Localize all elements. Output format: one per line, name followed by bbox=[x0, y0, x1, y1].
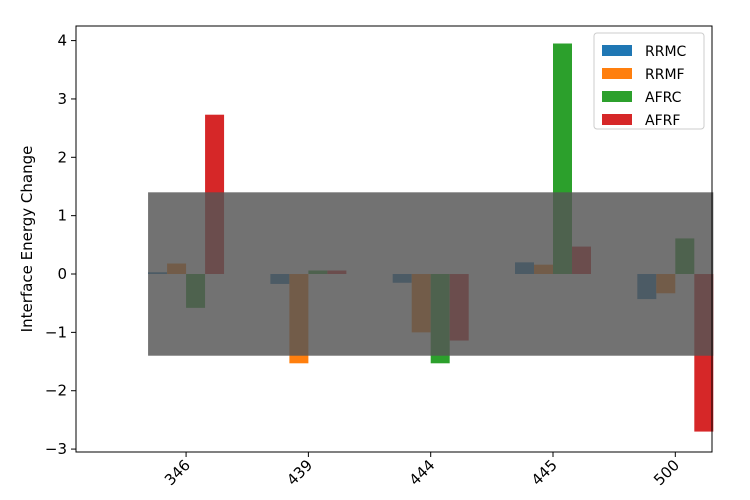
x-axis: 346 439 444 445 500 bbox=[161, 452, 683, 489]
legend-box bbox=[593, 32, 705, 130]
x-tick-label: 346 bbox=[161, 456, 194, 489]
legend: RRMC RRMF AFRC AFRF bbox=[593, 32, 705, 130]
legend-swatch-rrmc bbox=[602, 45, 632, 56]
x-tick-label: 445 bbox=[528, 456, 561, 489]
y-tick-label: −3 bbox=[45, 440, 67, 458]
shaded-band-rect bbox=[148, 192, 714, 356]
y-tick-label: 4 bbox=[57, 32, 67, 50]
y-tick-label: 3 bbox=[57, 90, 67, 108]
legend-swatch-afrf bbox=[602, 114, 632, 125]
y-tick-label: 0 bbox=[57, 265, 67, 283]
y-tick-label: −1 bbox=[45, 323, 67, 341]
y-axis-label: Interface Energy Change bbox=[18, 146, 36, 333]
y-tick-label: 2 bbox=[57, 148, 67, 166]
y-tick-label: −2 bbox=[45, 382, 67, 400]
legend-label-rrmc: RRMC bbox=[645, 44, 687, 60]
legend-swatch-rrmf bbox=[602, 68, 632, 79]
legend-label-afrc: AFRC bbox=[645, 90, 682, 106]
x-tick-label: 439 bbox=[283, 456, 316, 489]
legend-label-afrf: AFRF bbox=[645, 113, 680, 129]
y-tick-label: 1 bbox=[57, 207, 67, 225]
legend-swatch-afrc bbox=[602, 91, 632, 102]
legend-label-rrmf: RRMF bbox=[645, 67, 685, 83]
x-tick-label: 500 bbox=[650, 456, 683, 489]
shaded-band bbox=[148, 192, 714, 356]
y-axis: −3 −2 −1 0 1 2 3 4 bbox=[45, 32, 76, 458]
x-tick-label: 444 bbox=[406, 456, 439, 489]
plot-border bbox=[75, 25, 713, 453]
